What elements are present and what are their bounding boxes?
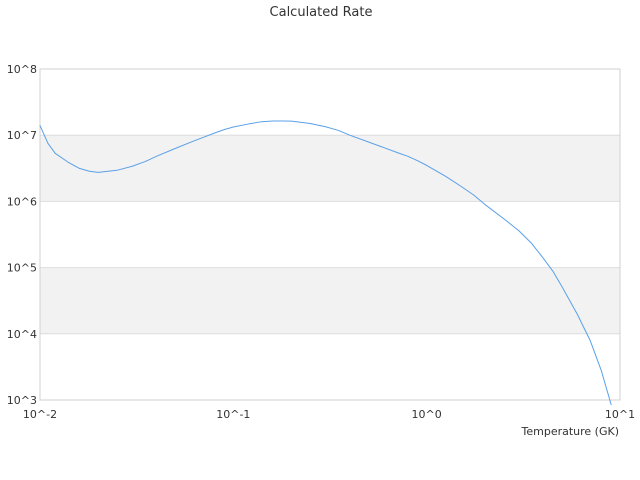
- chart-title: Calculated Rate: [270, 5, 373, 20]
- x-tick-label: 10^1: [605, 408, 635, 421]
- x-axis-label: Temperature (GK): [521, 425, 620, 438]
- y-tick-label: 10^5: [7, 262, 37, 275]
- data-series: [39, 120, 612, 406]
- x-axis: 10^-2 10^-1 10^0 10^1: [23, 408, 635, 421]
- x-tick-label: 10^0: [412, 408, 442, 421]
- plot-band: [40, 135, 620, 202]
- y-tick-label: 10^6: [7, 195, 37, 208]
- y-tick-label: 10^4: [7, 328, 37, 341]
- y-axis: 10^3 10^4 10^5 10^6 10^7 10^8: [7, 63, 37, 407]
- y-tick-label: 10^8: [7, 63, 37, 76]
- plot-band: [40, 267, 620, 334]
- series-line: [39, 120, 612, 406]
- plot-gridlines: [40, 68, 620, 401]
- y-tick-label: 10^7: [7, 129, 37, 142]
- x-tick-label: 10^-1: [216, 408, 250, 421]
- plot-frame: [39, 68, 621, 401]
- y-tick-label: 10^3: [7, 394, 37, 407]
- x-tick-label: 10^-2: [23, 408, 57, 421]
- plot-bands: [40, 135, 620, 334]
